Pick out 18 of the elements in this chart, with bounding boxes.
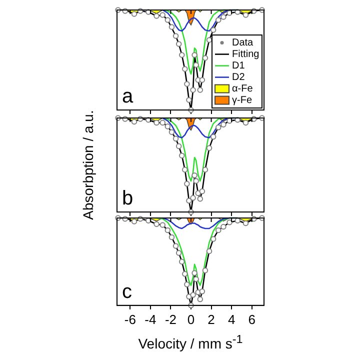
x-axis-title: Velocity / mm s$^{-1}$ (137, 333, 244, 352)
annotation: a (122, 86, 134, 108)
series-label: γ-Fe (232, 95, 252, 106)
x-tick-label: -6 (124, 312, 136, 327)
legend-label: D2 (232, 72, 246, 83)
x-tick-label: 0 (187, 312, 195, 327)
series-label: α-Fe (232, 84, 254, 94)
y-axis-title: Absorbption / a.u. (80, 110, 96, 220)
x-tick-label: 4 (228, 312, 236, 327)
x-tick-label: -2 (164, 312, 177, 327)
legend-label: Fitting (232, 49, 260, 60)
x-tick-label: 2 (208, 312, 215, 327)
legend-label: Data (232, 38, 254, 48)
legend-label: D1 (232, 60, 246, 72)
annotation: b (122, 188, 134, 210)
x-tick-label: 6 (248, 312, 256, 327)
x-tick-label: -4 (144, 312, 156, 327)
annotation: c (122, 280, 132, 303)
